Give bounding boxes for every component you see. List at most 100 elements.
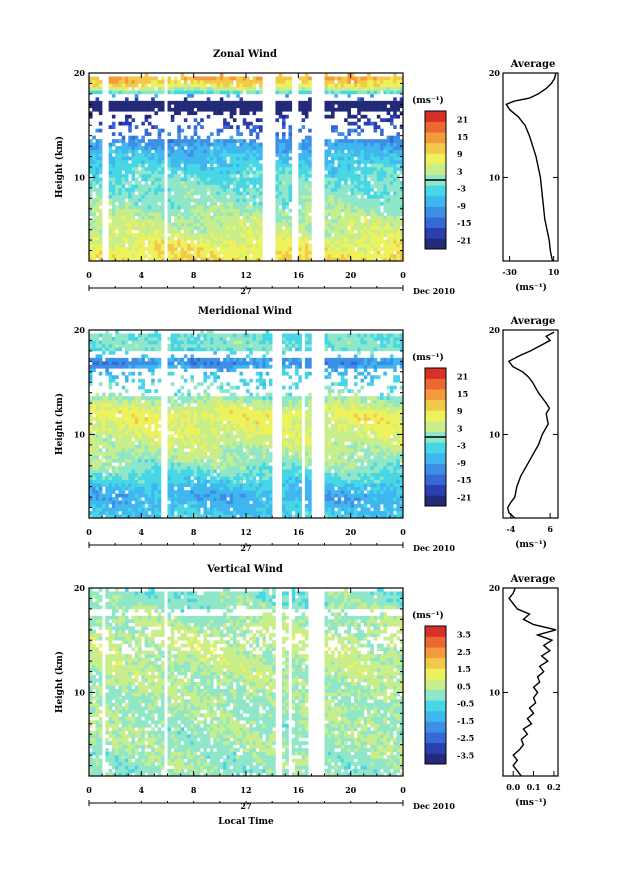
- meridional-wind-heatmap-cell: [144, 340, 149, 345]
- zonal-wind-heatmap-cell: [386, 156, 391, 161]
- zonal-wind-heatmap-cell: [226, 187, 230, 192]
- zonal-wind-heatmap-cell: [278, 79, 283, 84]
- zonal-wind-heatmap-cell: [111, 93, 116, 98]
- zonal-wind-heatmap-cell: [353, 191, 358, 196]
- meridional-wind-heatmap-cell: [170, 483, 175, 487]
- meridional-wind-heatmap-cell: [154, 406, 158, 411]
- zonal-wind-heatmap-cell: [89, 233, 93, 237]
- zonal-wind-heatmap-cell: [154, 222, 158, 227]
- meridional-wind-heatmap-cell: [141, 490, 145, 494]
- zonal-wind-heatmap-cell: [380, 132, 384, 136]
- meridional-wind-heatmap-cell: [187, 465, 191, 470]
- zonal-wind-heatmap-cell: [337, 167, 342, 171]
- zonal-wind-heatmap-cell: [98, 128, 103, 133]
- zonal-wind-heatmap-cell: [226, 236, 230, 241]
- zonal-wind-heatmap-cell: [337, 240, 342, 244]
- zonal-wind-heatmap-cell: [229, 247, 234, 251]
- zonal-wind-heatmap-cell: [203, 142, 208, 147]
- zonal-wind-heatmap-cell: [92, 236, 96, 241]
- zonal-wind-heatmap-cell: [308, 128, 312, 133]
- zonal-wind-heatmap-cell: [399, 250, 404, 255]
- zonal-wind-heatmap-cell: [380, 146, 384, 150]
- zonal-wind-heatmap-cell: [111, 219, 116, 223]
- zonal-wind-heatmap-cell: [340, 194, 345, 199]
- meridional-wind-heatmap-cell: [180, 430, 185, 435]
- meridional-wind-heatmap-cell: [170, 444, 175, 449]
- zonal-wind-heatmap-cell: [399, 76, 404, 81]
- zonal-wind-heatmap-cell: [242, 184, 247, 189]
- meridional-wind-heatmap-cell: [180, 448, 185, 453]
- zonal-wind-heatmap-cell: [219, 187, 224, 192]
- zonal-wind-heatmap-cell: [167, 187, 172, 192]
- zonal-wind-heatmap-cell: [370, 240, 374, 244]
- zonal-wind-heatmap-cell: [350, 247, 355, 251]
- zonal-wind-heatmap-cell: [121, 250, 126, 255]
- zonal-wind-heatmap-cell: [183, 163, 188, 168]
- zonal-wind-heatmap-cell: [399, 236, 404, 241]
- meridional-wind-heatmap-cell: [151, 371, 155, 376]
- zonal-wind-heatmap-cell: [190, 257, 194, 262]
- zonal-wind-heatmap-cell: [124, 149, 129, 154]
- zonal-wind-heatmap-cell: [367, 160, 371, 164]
- zonal-wind-heatmap-cell: [144, 128, 149, 133]
- meridional-wind-heatmap-cell: [102, 417, 106, 421]
- meridional-wind-heatmap-cell: [177, 479, 181, 484]
- meridional-wind-heatmap-cell: [121, 424, 126, 428]
- zonal-wind-heatmap-cell: [239, 229, 244, 234]
- zonal-wind-heatmap-cell: [399, 149, 404, 154]
- zonal-wind-heatmap-cell: [259, 118, 263, 123]
- zonal-wind-heatmap-cell: [141, 135, 145, 140]
- zonal-wind-heatmap-cell: [183, 184, 188, 189]
- zonal-wind-heatmap-cell: [308, 187, 312, 192]
- zonal-wind-heatmap-cell: [353, 90, 358, 95]
- meridional-wind-heatmap-cell: [131, 336, 136, 341]
- zonal-wind-heatmap-cell: [141, 205, 145, 210]
- meridional-wind-heatmap-cell: [134, 364, 139, 369]
- zonal-wind-heatmap-cell: [327, 250, 332, 255]
- zonal-wind-heatmap-cell: [288, 240, 293, 244]
- zonal-wind-heatmap-cell: [92, 86, 96, 91]
- zonal-wind-heatmap-cell: [111, 247, 116, 251]
- zonal-wind-heatmap-cell: [111, 198, 116, 203]
- zonal-wind-heatmap-cell: [344, 177, 348, 182]
- meridional-wind-heatmap-cell: [180, 493, 185, 498]
- zonal-wind-heatmap-cell: [367, 100, 371, 105]
- zonal-wind-heatmap-cell: [177, 233, 181, 237]
- zonal-wind-heatmap-cell: [115, 170, 119, 175]
- zonal-wind-heatmap-cell: [203, 229, 208, 234]
- zonal-wind-heatmap-cell: [98, 100, 103, 105]
- zonal-wind-heatmap-cell: [331, 247, 335, 251]
- zonal-wind-heatmap-cell: [357, 107, 361, 112]
- zonal-wind-heatmap-cell: [154, 79, 158, 84]
- meridional-wind-heatmap-cell: [124, 427, 129, 432]
- meridional-wind-heatmap-cell: [131, 361, 136, 366]
- meridional-wind-heatmap-cell: [144, 437, 149, 442]
- zonal-wind-heatmap-cell: [386, 100, 391, 105]
- zonal-wind-heatmap-cell: [259, 153, 263, 157]
- zonal-wind-heatmap-cell: [363, 83, 368, 88]
- zonal-wind-heatmap-cell: [210, 76, 214, 81]
- meridional-wind-heatmap-cell: [111, 392, 116, 397]
- zonal-wind-heatmap-cell: [147, 132, 152, 136]
- zonal-wind-heatmap-cell: [131, 198, 136, 203]
- zonal-wind-heatmap-cell: [334, 226, 338, 230]
- zonal-wind-heatmap-cell: [144, 226, 149, 230]
- zonal-wind-heatmap-cell: [239, 254, 244, 258]
- zonal-wind-heatmap-cell: [399, 233, 404, 237]
- zonal-wind-heatmap-cell: [259, 146, 263, 150]
- zonal-wind-heatmap-cell: [373, 219, 378, 223]
- meridional-wind-heatmap-cell: [95, 343, 100, 348]
- zonal-wind-heatmap-cell: [308, 83, 312, 88]
- zonal-wind-heatmap-cell: [252, 163, 257, 168]
- zonal-wind-heatmap-cell: [357, 139, 361, 143]
- zonal-wind-heatmap-cell: [308, 254, 312, 258]
- meridional-wind-heatmap-cell: [131, 340, 136, 345]
- meridional-wind-heatmap-cell: [121, 500, 126, 505]
- meridional-wind-heatmap-cell: [124, 476, 129, 480]
- zonal-wind-heatmap-cell: [196, 250, 201, 255]
- zonal-wind-heatmap-cell: [281, 125, 286, 129]
- zonal-wind-heatmap-cell: [210, 229, 214, 234]
- meridional-wind-heatmap-cell: [157, 500, 162, 505]
- zonal-wind-heatmap-cell: [124, 97, 129, 102]
